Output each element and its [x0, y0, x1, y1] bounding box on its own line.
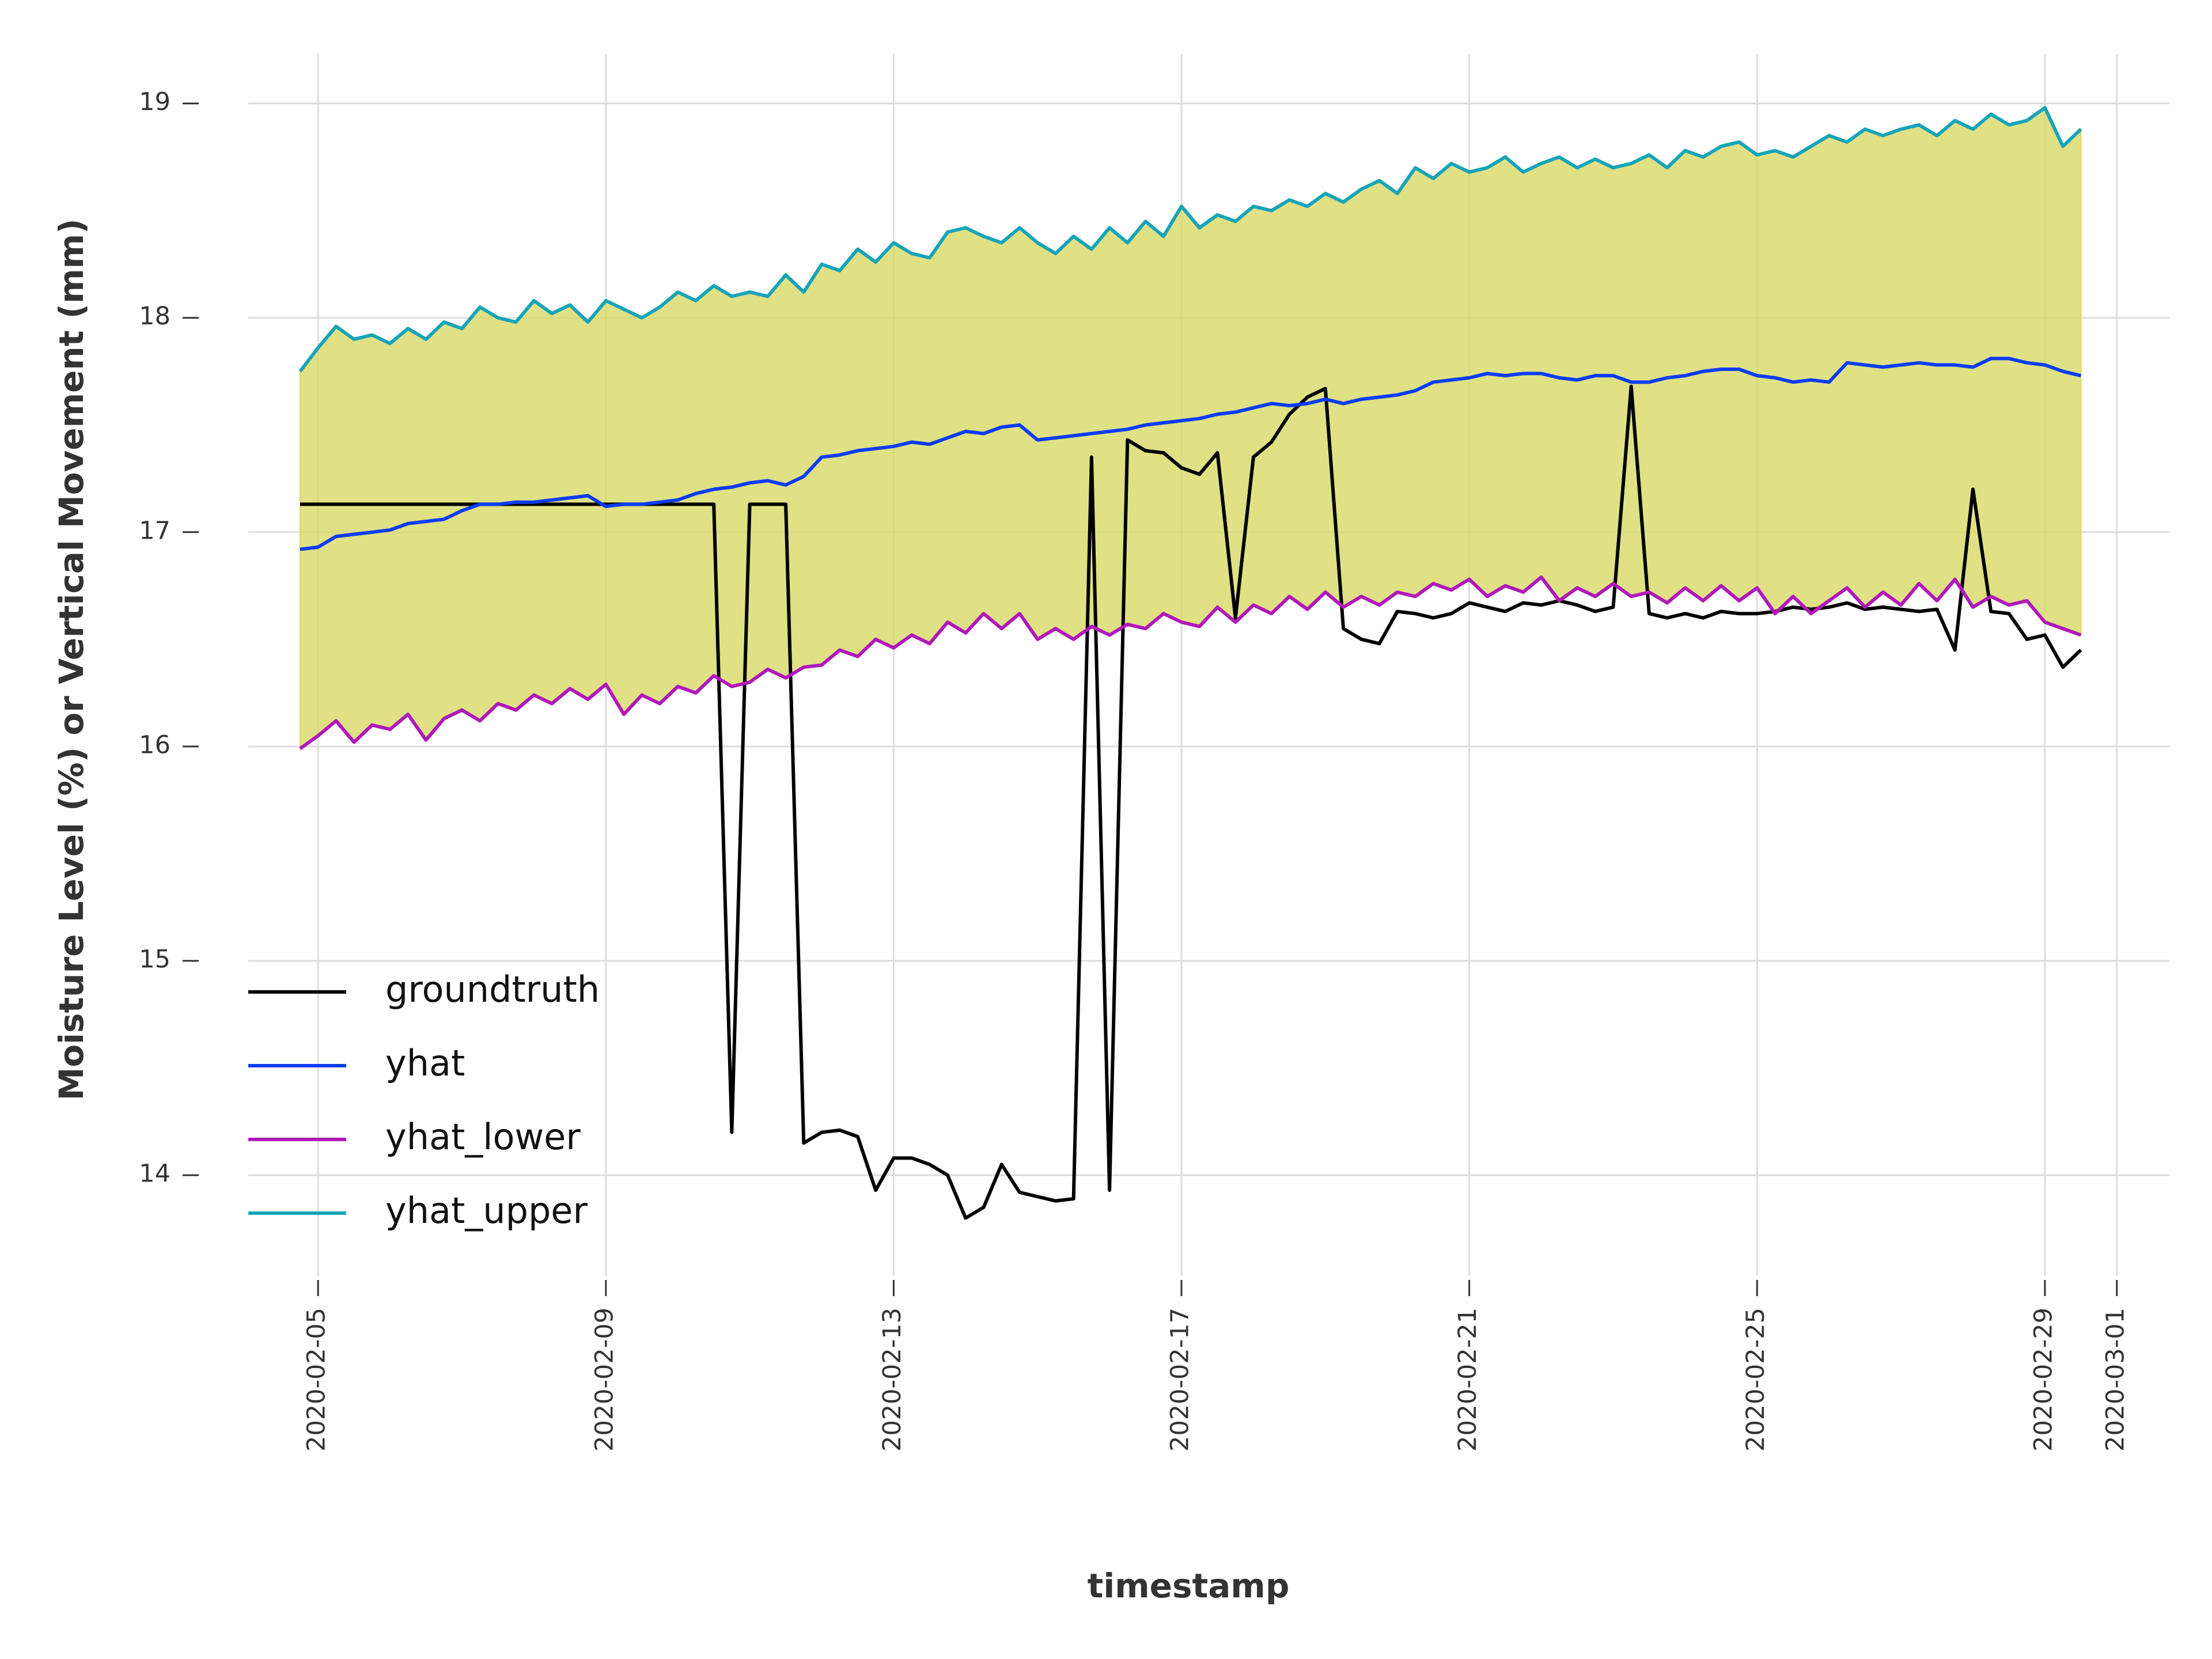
- y-tick-label: 19: [139, 88, 171, 116]
- legend-label: yhat_lower: [385, 1116, 581, 1158]
- series-line: [299, 575, 2082, 751]
- x-axis-label: timestamp: [1088, 1566, 1290, 1605]
- x-tick-label: 2020-02-21: [1453, 1308, 1482, 1452]
- confidence-band: [299, 107, 2082, 750]
- legend-label: groundtruth: [385, 968, 600, 1010]
- legend: groundtruth yhat yhat_lower yhat_upper: [248, 968, 600, 1232]
- x-tick-label: 2020-02-29: [2029, 1308, 2058, 1452]
- x-tick-label: 2020-02-17: [1166, 1308, 1195, 1452]
- series-line: [300, 384, 2082, 1220]
- x-tick-label: 2020-02-05: [302, 1308, 331, 1452]
- legend-label: yhat: [385, 1042, 465, 1084]
- y-tick-label: 18: [139, 302, 171, 331]
- y-tick-label: 14: [139, 1160, 171, 1188]
- y-tick-label: 15: [139, 945, 171, 974]
- y-axis-label: Moisture Level (%) or Vertical Movement …: [52, 218, 91, 1100]
- y-tick-label: 17: [139, 516, 171, 545]
- x-tick-label: 2020-03-01: [2101, 1308, 2130, 1452]
- legend-label: yhat_upper: [385, 1190, 588, 1232]
- y-tick-label: 16: [139, 730, 171, 759]
- x-tick-label: 2020-02-13: [878, 1308, 907, 1452]
- series-line: [298, 106, 2082, 373]
- x-tick-label: 2020-02-09: [590, 1308, 619, 1452]
- series-line: [300, 357, 2082, 551]
- ticks: 14 15 16 17 18 19 2020-02-05 2020-02-09 2020-02-…: [139, 88, 2130, 1452]
- x-tick-label: 2020-02-25: [1741, 1308, 1770, 1452]
